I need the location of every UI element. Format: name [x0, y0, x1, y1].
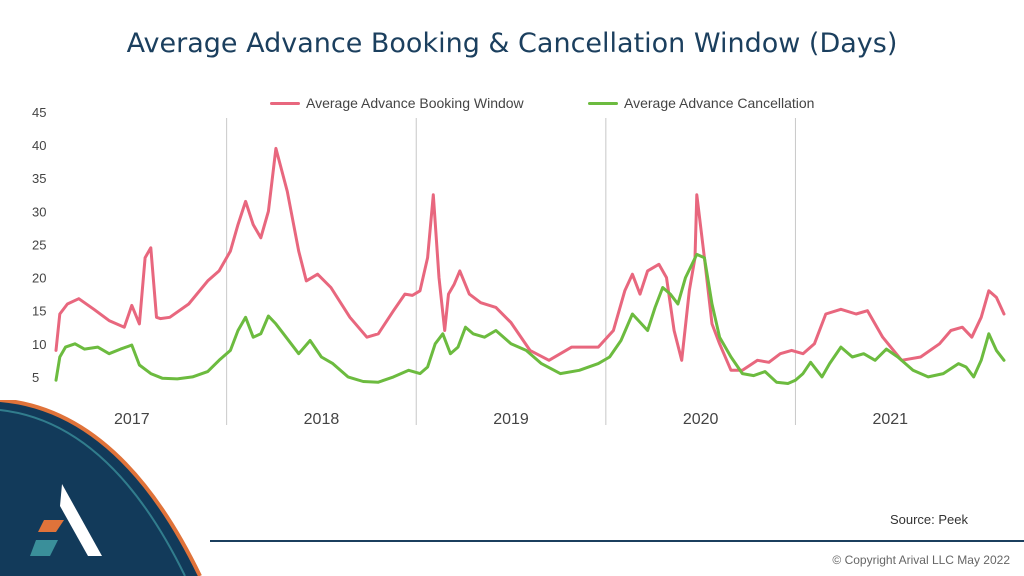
y-tick-label: 20: [32, 271, 46, 286]
legend-label-booking: Average Advance Booking Window: [306, 95, 524, 111]
legend-item-cancellation: Average Advance Cancellation: [588, 95, 814, 111]
x-year-label-2018: 2018: [304, 411, 340, 428]
legend-swatch-booking: [270, 101, 300, 105]
logo-teal-mark: [30, 540, 58, 556]
x-year-label-2021: 2021: [872, 411, 908, 428]
legend-label-cancellation: Average Advance Cancellation: [624, 95, 815, 111]
series-line-booking: [54, 146, 1006, 372]
y-tick-label: 5: [32, 370, 39, 385]
y-tick-label: 45: [32, 105, 46, 120]
chart-title: Average Advance Booking & Cancellation W…: [126, 28, 898, 59]
y-tick-label: 25: [32, 237, 46, 252]
x-year-label-2017: 2017: [114, 411, 150, 428]
y-tick-label: 30: [32, 204, 46, 219]
x-year-label-2019: 2019: [493, 411, 529, 428]
arival-logo: [30, 484, 102, 556]
y-tick-label: 40: [32, 138, 46, 153]
x-year-label-2020: 2020: [683, 411, 719, 428]
corner-orange-arc: [0, 400, 202, 576]
legend-swatch-cancellation: [588, 101, 618, 105]
y-tick-label: 35: [32, 171, 46, 186]
legend-item-booking: Average Advance Booking Window: [270, 95, 524, 111]
corner-teal-arc: [0, 409, 186, 576]
logo-white-a: [60, 484, 102, 556]
copyright-note: © Copyright Arival LLC May 2022: [832, 553, 1010, 567]
series-line-cancellation: [54, 252, 1006, 385]
footer-divider: [210, 540, 1024, 542]
chart-legend: Average Advance Booking Window Average A…: [0, 95, 1024, 115]
y-tick-label: 10: [32, 337, 46, 352]
source-note: Source: Peek: [889, 512, 968, 527]
logo-orange-mark: [38, 520, 64, 532]
y-tick-label: 15: [32, 304, 46, 319]
